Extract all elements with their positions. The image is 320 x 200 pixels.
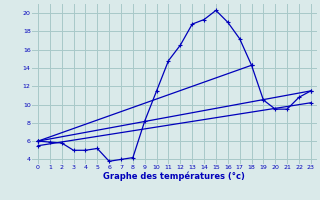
X-axis label: Graphe des températures (°c): Graphe des températures (°c)	[103, 172, 245, 181]
